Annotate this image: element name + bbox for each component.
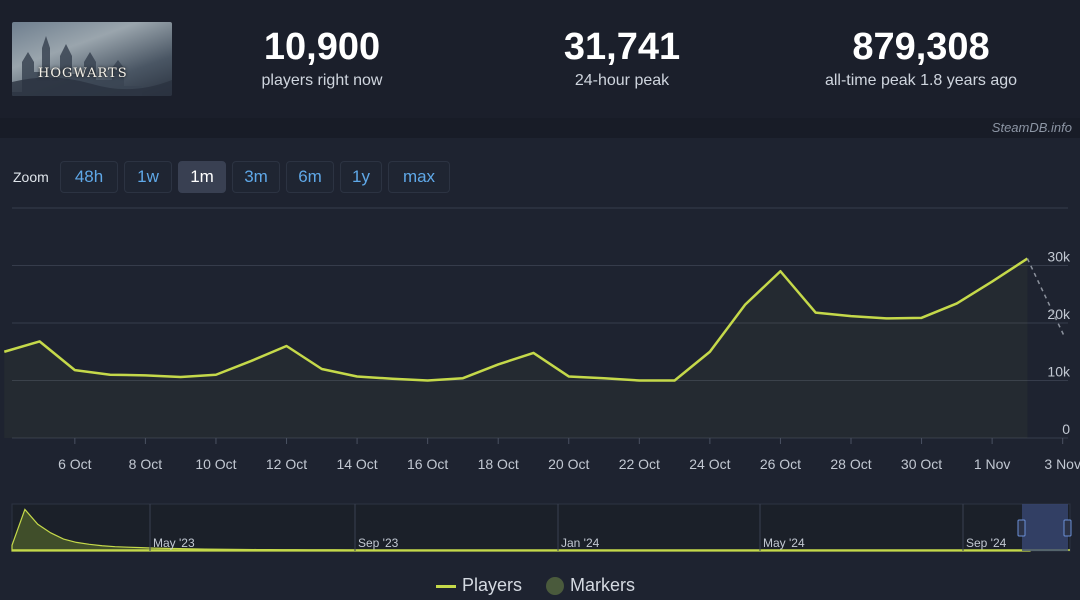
stat-alltime-peak: 879,308 all-time peak 1.8 years ago [791, 24, 1051, 92]
alltime-peak-label: all-time peak 1.8 years ago [824, 72, 1018, 89]
navigator-label: Sep '23 [358, 536, 399, 550]
peak-24h-label: 24-hour peak [574, 72, 670, 89]
navigator-label: May '24 [763, 536, 805, 550]
navigator-selection [1022, 504, 1068, 551]
stats-header: HOGWARTS 10,900 players right now 31,741… [0, 0, 1080, 118]
x-tick-label: 1 Nov [974, 456, 1011, 472]
legend-item-players[interactable]: Players [436, 572, 522, 598]
alltime-peak-value: 879,308 [852, 26, 990, 68]
zoom-3m-button[interactable]: 3m [232, 161, 280, 193]
x-tick-label: 8 Oct [129, 456, 163, 472]
game-logo-text: HOGWARTS [38, 66, 128, 81]
peak-24h-value: 31,741 [563, 26, 681, 68]
game-thumbnail[interactable]: HOGWARTS [12, 22, 172, 96]
x-tick-label: 28 Oct [830, 456, 871, 472]
stat-players-now: 10,900 players right now [192, 24, 452, 92]
zoom-1w-button[interactable]: 1w [124, 161, 172, 193]
navigator-right-handle[interactable] [1063, 519, 1072, 537]
legend-line-icon [436, 584, 456, 588]
legend-dot-icon [546, 577, 564, 596]
legend-players-label: Players [462, 575, 523, 595]
zoom-48h-button[interactable]: 48h [60, 161, 118, 193]
x-tick-label: 14 Oct [336, 456, 377, 472]
zoom-1m-button[interactable]: 1m [178, 161, 226, 193]
x-tick-label: 20 Oct [548, 456, 589, 472]
legend-markers-label: Markers [570, 575, 636, 595]
zoom-6m-button[interactable]: 6m [286, 161, 334, 193]
y-tick-label: 0 [1062, 421, 1070, 437]
x-tick-label: 3 Nov [1044, 456, 1080, 472]
stat-24h-peak: 31,741 24-hour peak [492, 24, 752, 92]
x-tick-label: 6 Oct [58, 456, 92, 472]
series-line-players [3, 257, 1029, 382]
y-tick-label: 10k [1047, 364, 1071, 380]
series-area [4, 258, 1028, 438]
x-tick-label: 26 Oct [760, 456, 801, 472]
navigator-label: May '23 [153, 536, 195, 550]
header-separator [0, 118, 1080, 138]
source-credit[interactable]: SteamDB.info [991, 120, 1072, 135]
x-tick-label: 24 Oct [689, 456, 730, 472]
y-tick-label: 30k [1047, 249, 1071, 265]
players-now-value: 10,900 [263, 26, 381, 68]
x-tick-label: 16 Oct [407, 456, 448, 472]
navigator-label: Jan '24 [561, 536, 600, 550]
legend-item-markers[interactable]: Markers [546, 572, 635, 598]
x-tick-label: 18 Oct [478, 456, 519, 472]
x-tick-label: 12 Oct [266, 456, 307, 472]
chart-legend: Players Markers [0, 572, 1080, 598]
navigator-label: Sep '24 [966, 536, 1007, 550]
series-projection-line [1026, 258, 1065, 335]
navigator-background [11, 503, 1071, 552]
x-tick-label: 30 Oct [901, 456, 942, 472]
castle-image [12, 36, 172, 96]
players-now-label: players right now [261, 72, 383, 89]
y-tick-label: 20k [1047, 306, 1071, 322]
navigator-left-handle[interactable] [1017, 519, 1026, 537]
zoom-1y-button[interactable]: 1y [340, 161, 382, 193]
zoom-label: Zoom [13, 169, 49, 185]
zoom-max-button[interactable]: max [388, 161, 450, 193]
x-tick-label: 10 Oct [195, 456, 236, 472]
x-tick-label: 22 Oct [619, 456, 660, 472]
